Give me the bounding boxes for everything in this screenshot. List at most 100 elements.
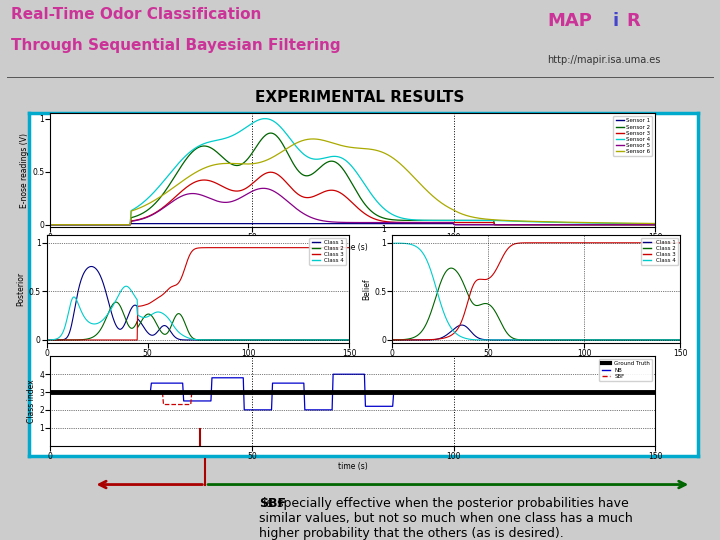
Y-axis label: Posterior: Posterior	[17, 272, 26, 306]
Sensor 4	[651, 220, 660, 227]
Ground Truth	[46, 389, 55, 395]
Sensor 2	[503, 221, 511, 228]
Text: SBF: SBF	[528, 237, 541, 242]
Text: R: R	[626, 12, 640, 30]
Text: Naive Bayes Classifier: Naive Bayes Classifier	[114, 237, 192, 242]
Sensor 5	[46, 221, 55, 228]
Sensor 6	[309, 136, 318, 142]
Sensor 5	[320, 218, 329, 225]
Text: is specially effective when the posterior probabilities have
similar values, but: is specially effective when the posterio…	[259, 497, 633, 540]
Sensor 4	[46, 221, 55, 228]
Legend: Ground Truth, NB, SBF: Ground Truth, NB, SBF	[599, 359, 652, 381]
SBF	[320, 389, 329, 395]
Ground Truth	[320, 389, 328, 395]
SBF	[202, 389, 211, 395]
Sensor 3	[403, 219, 412, 226]
Sensor 6	[46, 221, 55, 228]
Sensor 5	[451, 221, 459, 228]
Sensor 5	[403, 219, 412, 226]
Text: http://mapir.isa.uma.es: http://mapir.isa.uma.es	[547, 55, 660, 65]
SBF	[451, 389, 459, 395]
Sensor 3	[266, 169, 275, 176]
SBF	[159, 401, 168, 408]
Line: Sensor 5: Sensor 5	[50, 188, 655, 225]
Sensor 4	[153, 185, 162, 192]
Ground Truth	[202, 389, 210, 395]
SBF	[46, 389, 55, 395]
Text: MAP: MAP	[547, 12, 592, 30]
Sensor 4	[260, 116, 269, 122]
Ground Truth	[651, 389, 660, 395]
Line: Sensor 6: Sensor 6	[50, 139, 655, 225]
Sensor 5	[259, 185, 268, 192]
NB	[405, 389, 413, 395]
Sensor 1	[451, 221, 459, 228]
Line: SBF: SBF	[50, 392, 655, 404]
Sensor 5	[202, 193, 210, 200]
Sensor 1	[127, 220, 135, 227]
Sensor 6	[202, 164, 210, 171]
Y-axis label: Class index: Class index	[27, 379, 37, 423]
Sensor 1	[46, 221, 55, 228]
Sensor 5	[651, 221, 660, 228]
Sensor 6	[403, 168, 412, 174]
Sensor 1	[320, 220, 329, 227]
Sensor 2	[153, 198, 162, 204]
Sensor 3	[320, 188, 329, 194]
Sensor 4	[202, 140, 210, 146]
X-axis label: time (s): time (s)	[338, 244, 368, 252]
Ground Truth	[402, 389, 411, 395]
Line: NB: NB	[50, 374, 655, 410]
SBF	[153, 389, 162, 395]
Text: SBF: SBF	[259, 497, 287, 510]
Sensor 1	[651, 221, 660, 228]
Sensor 6	[153, 195, 162, 202]
NB	[202, 397, 210, 404]
NB	[153, 380, 162, 387]
Sensor 6	[451, 208, 459, 214]
Sensor 1	[403, 220, 412, 227]
Sensor 6	[503, 217, 511, 224]
Sensor 4	[320, 154, 329, 161]
NB	[46, 389, 55, 395]
Ground Truth	[501, 389, 510, 395]
Sensor 4	[503, 218, 511, 224]
Sensor 1	[202, 220, 211, 227]
NB	[240, 407, 248, 413]
NB	[503, 389, 512, 395]
Legend: Class 1, Class 2, Class 3, Class 4: Class 1, Class 2, Class 3, Class 4	[641, 238, 678, 266]
Sensor 2	[403, 217, 412, 224]
Sensor 6	[651, 220, 660, 227]
Text: 1: 1	[381, 225, 386, 234]
SBF	[503, 389, 511, 395]
NB	[320, 407, 329, 413]
NB	[452, 389, 461, 395]
Y-axis label: Belief: Belief	[362, 278, 372, 300]
Legend: Class 1, Class 2, Class 3, Class 4: Class 1, Class 2, Class 3, Class 4	[310, 238, 346, 266]
NB	[651, 389, 660, 395]
Ground Truth	[153, 389, 162, 395]
Sensor 6	[320, 138, 329, 144]
Line: Sensor 1: Sensor 1	[50, 224, 655, 225]
Line: Sensor 4: Sensor 4	[50, 119, 655, 225]
SBF	[651, 389, 660, 395]
Text: i: i	[612, 12, 618, 30]
Legend: Sensor 1, Sensor 2, Sensor 3, Sensor 4, Sensor 5, Sensor 6: Sensor 1, Sensor 2, Sensor 3, Sensor 4, …	[613, 116, 652, 156]
NB	[329, 371, 338, 377]
Sensor 1	[503, 221, 511, 228]
Sensor 4	[403, 216, 412, 222]
Sensor 3	[503, 221, 511, 228]
Y-axis label: E-nose readings (V): E-nose readings (V)	[20, 133, 30, 207]
Sensor 3	[451, 219, 459, 226]
Text: EXPERIMENTAL RESULTS: EXPERIMENTAL RESULTS	[256, 91, 464, 105]
Line: Sensor 3: Sensor 3	[50, 172, 655, 225]
Sensor 2	[651, 221, 660, 228]
Sensor 3	[651, 221, 660, 228]
Line: Sensor 2: Sensor 2	[50, 133, 655, 225]
Sensor 5	[153, 209, 162, 215]
Ground Truth	[450, 389, 459, 395]
X-axis label: time (s): time (s)	[338, 462, 368, 471]
Sensor 3	[46, 221, 55, 228]
Sensor 3	[202, 177, 210, 184]
SBF	[403, 389, 412, 395]
